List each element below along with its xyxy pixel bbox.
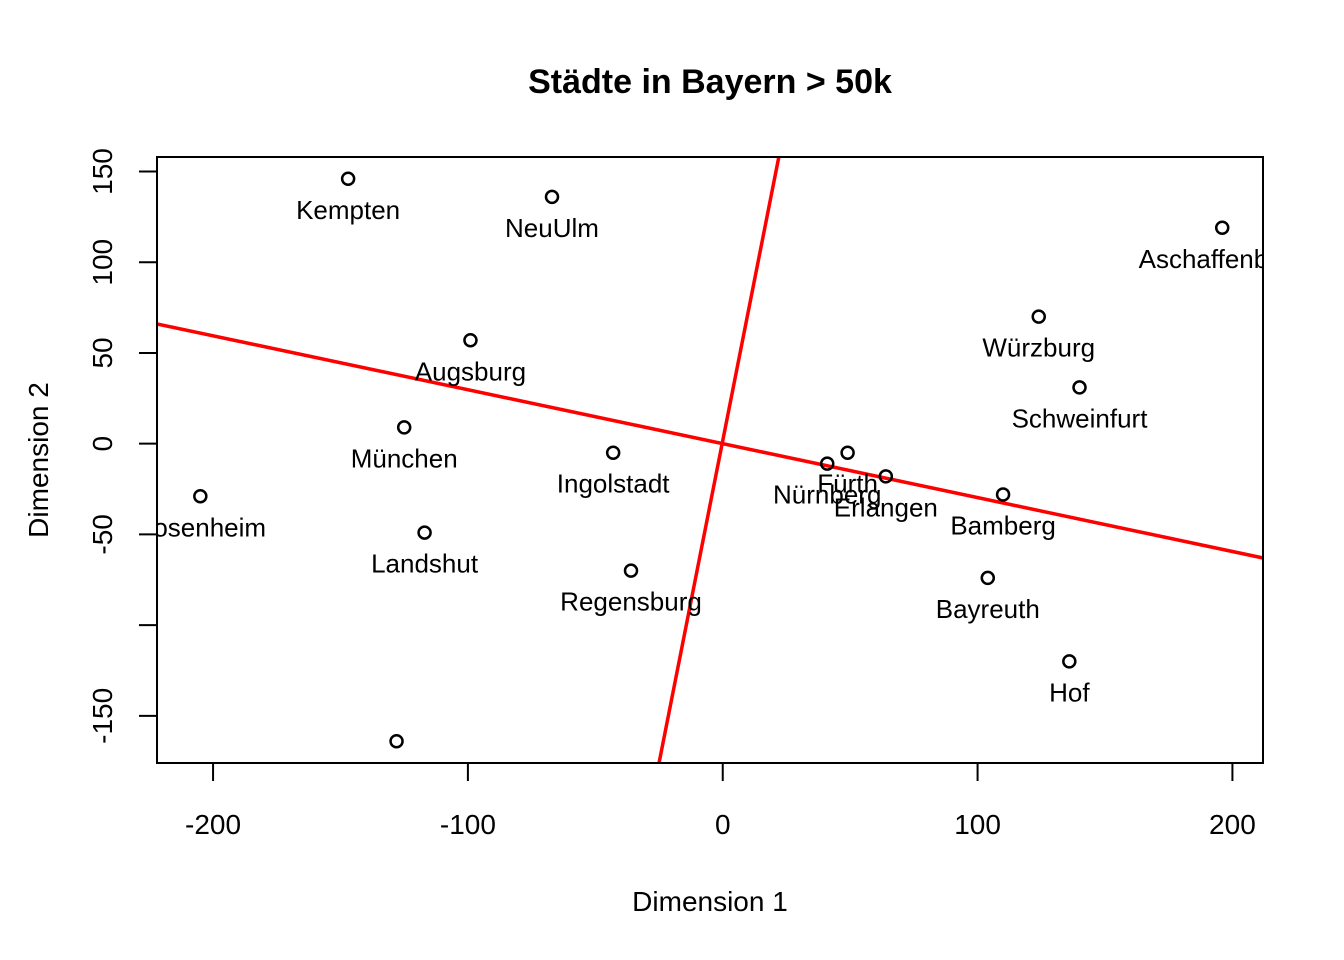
data-point-label: Erlangen: [834, 492, 938, 522]
y-tick-label: 0: [87, 436, 118, 452]
reference-line-2: [657, 157, 781, 763]
y-tick-label: -50: [87, 514, 118, 554]
data-point: [417, 525, 432, 540]
data-point-label: Rosenheim: [135, 512, 267, 542]
reference-line-1: [157, 322, 1263, 560]
data-point-label: Hof: [1049, 677, 1090, 707]
data-point-label: Nürnberg: [773, 480, 881, 510]
x-tick-label: -100: [440, 809, 496, 840]
x-axis: -200 -100 0 100 200: [185, 762, 1256, 840]
y-tick-label: -150: [87, 688, 118, 744]
reference-lines: [157, 157, 1263, 763]
data-point: [1214, 220, 1230, 236]
data-point: [1062, 654, 1077, 669]
y-axis: -150 -50 0 50 100 150: [87, 148, 158, 744]
data-point: [340, 171, 356, 187]
data-point: [605, 445, 621, 460]
data-point: [1072, 380, 1087, 395]
data-point-label: München: [351, 443, 458, 473]
data-point-labels: Kempten NeuUlm Aschaffenburg Würzburg Augsbu…: [135, 195, 1306, 787]
data-point: [396, 420, 412, 435]
data-point-label: NeuUlm: [505, 213, 599, 243]
data-point: [623, 563, 639, 578]
data-points: [193, 171, 1230, 749]
data-point-label: Würzburg: [982, 333, 1095, 363]
plot-area: Kempten NeuUlm Aschaffenburg Würzburg Augsbu…: [135, 157, 1306, 787]
data-point: [840, 445, 855, 460]
x-tick-label: 200: [1209, 809, 1256, 840]
y-tick-label: 100: [87, 239, 118, 286]
data-point-label: Regensburg: [560, 587, 702, 617]
plot-border: [156, 156, 1264, 764]
x-tick-label: -200: [185, 809, 241, 840]
y-tick-label: 50: [87, 337, 118, 368]
y-tick-label: 150: [87, 148, 118, 195]
data-point-label: Ingolstadt: [557, 469, 671, 499]
data-point: [995, 487, 1011, 502]
data-point: [389, 733, 404, 749]
data-point: [819, 456, 835, 471]
data-point-label: Landshut: [371, 549, 479, 579]
data-point: [878, 469, 894, 484]
data-point-label: Schweinfurt: [1012, 403, 1149, 433]
data-point: [463, 333, 478, 348]
data-point: [544, 189, 560, 205]
data-point-label: Kempten: [296, 195, 400, 225]
y-axis-label: Dimension 2: [23, 382, 54, 538]
data-point-label: Augsburg: [415, 356, 526, 386]
x-tick-label: 100: [954, 809, 1001, 840]
data-point-label: Bamberg: [950, 510, 1056, 540]
x-axis-label: Dimension 1: [632, 886, 788, 917]
data-point-label: Fürth: [817, 469, 878, 499]
data-point: [980, 570, 996, 586]
data-point-label: Bayreuth: [936, 594, 1040, 624]
chart-title: Städte in Bayern > 50k: [528, 63, 892, 101]
data-point: [1031, 309, 1046, 324]
data-point-label: Aschaffenburg: [1139, 244, 1306, 274]
data-point-label: Passau: [353, 757, 440, 787]
x-tick-label: 0: [715, 809, 731, 840]
data-point: [193, 489, 208, 504]
